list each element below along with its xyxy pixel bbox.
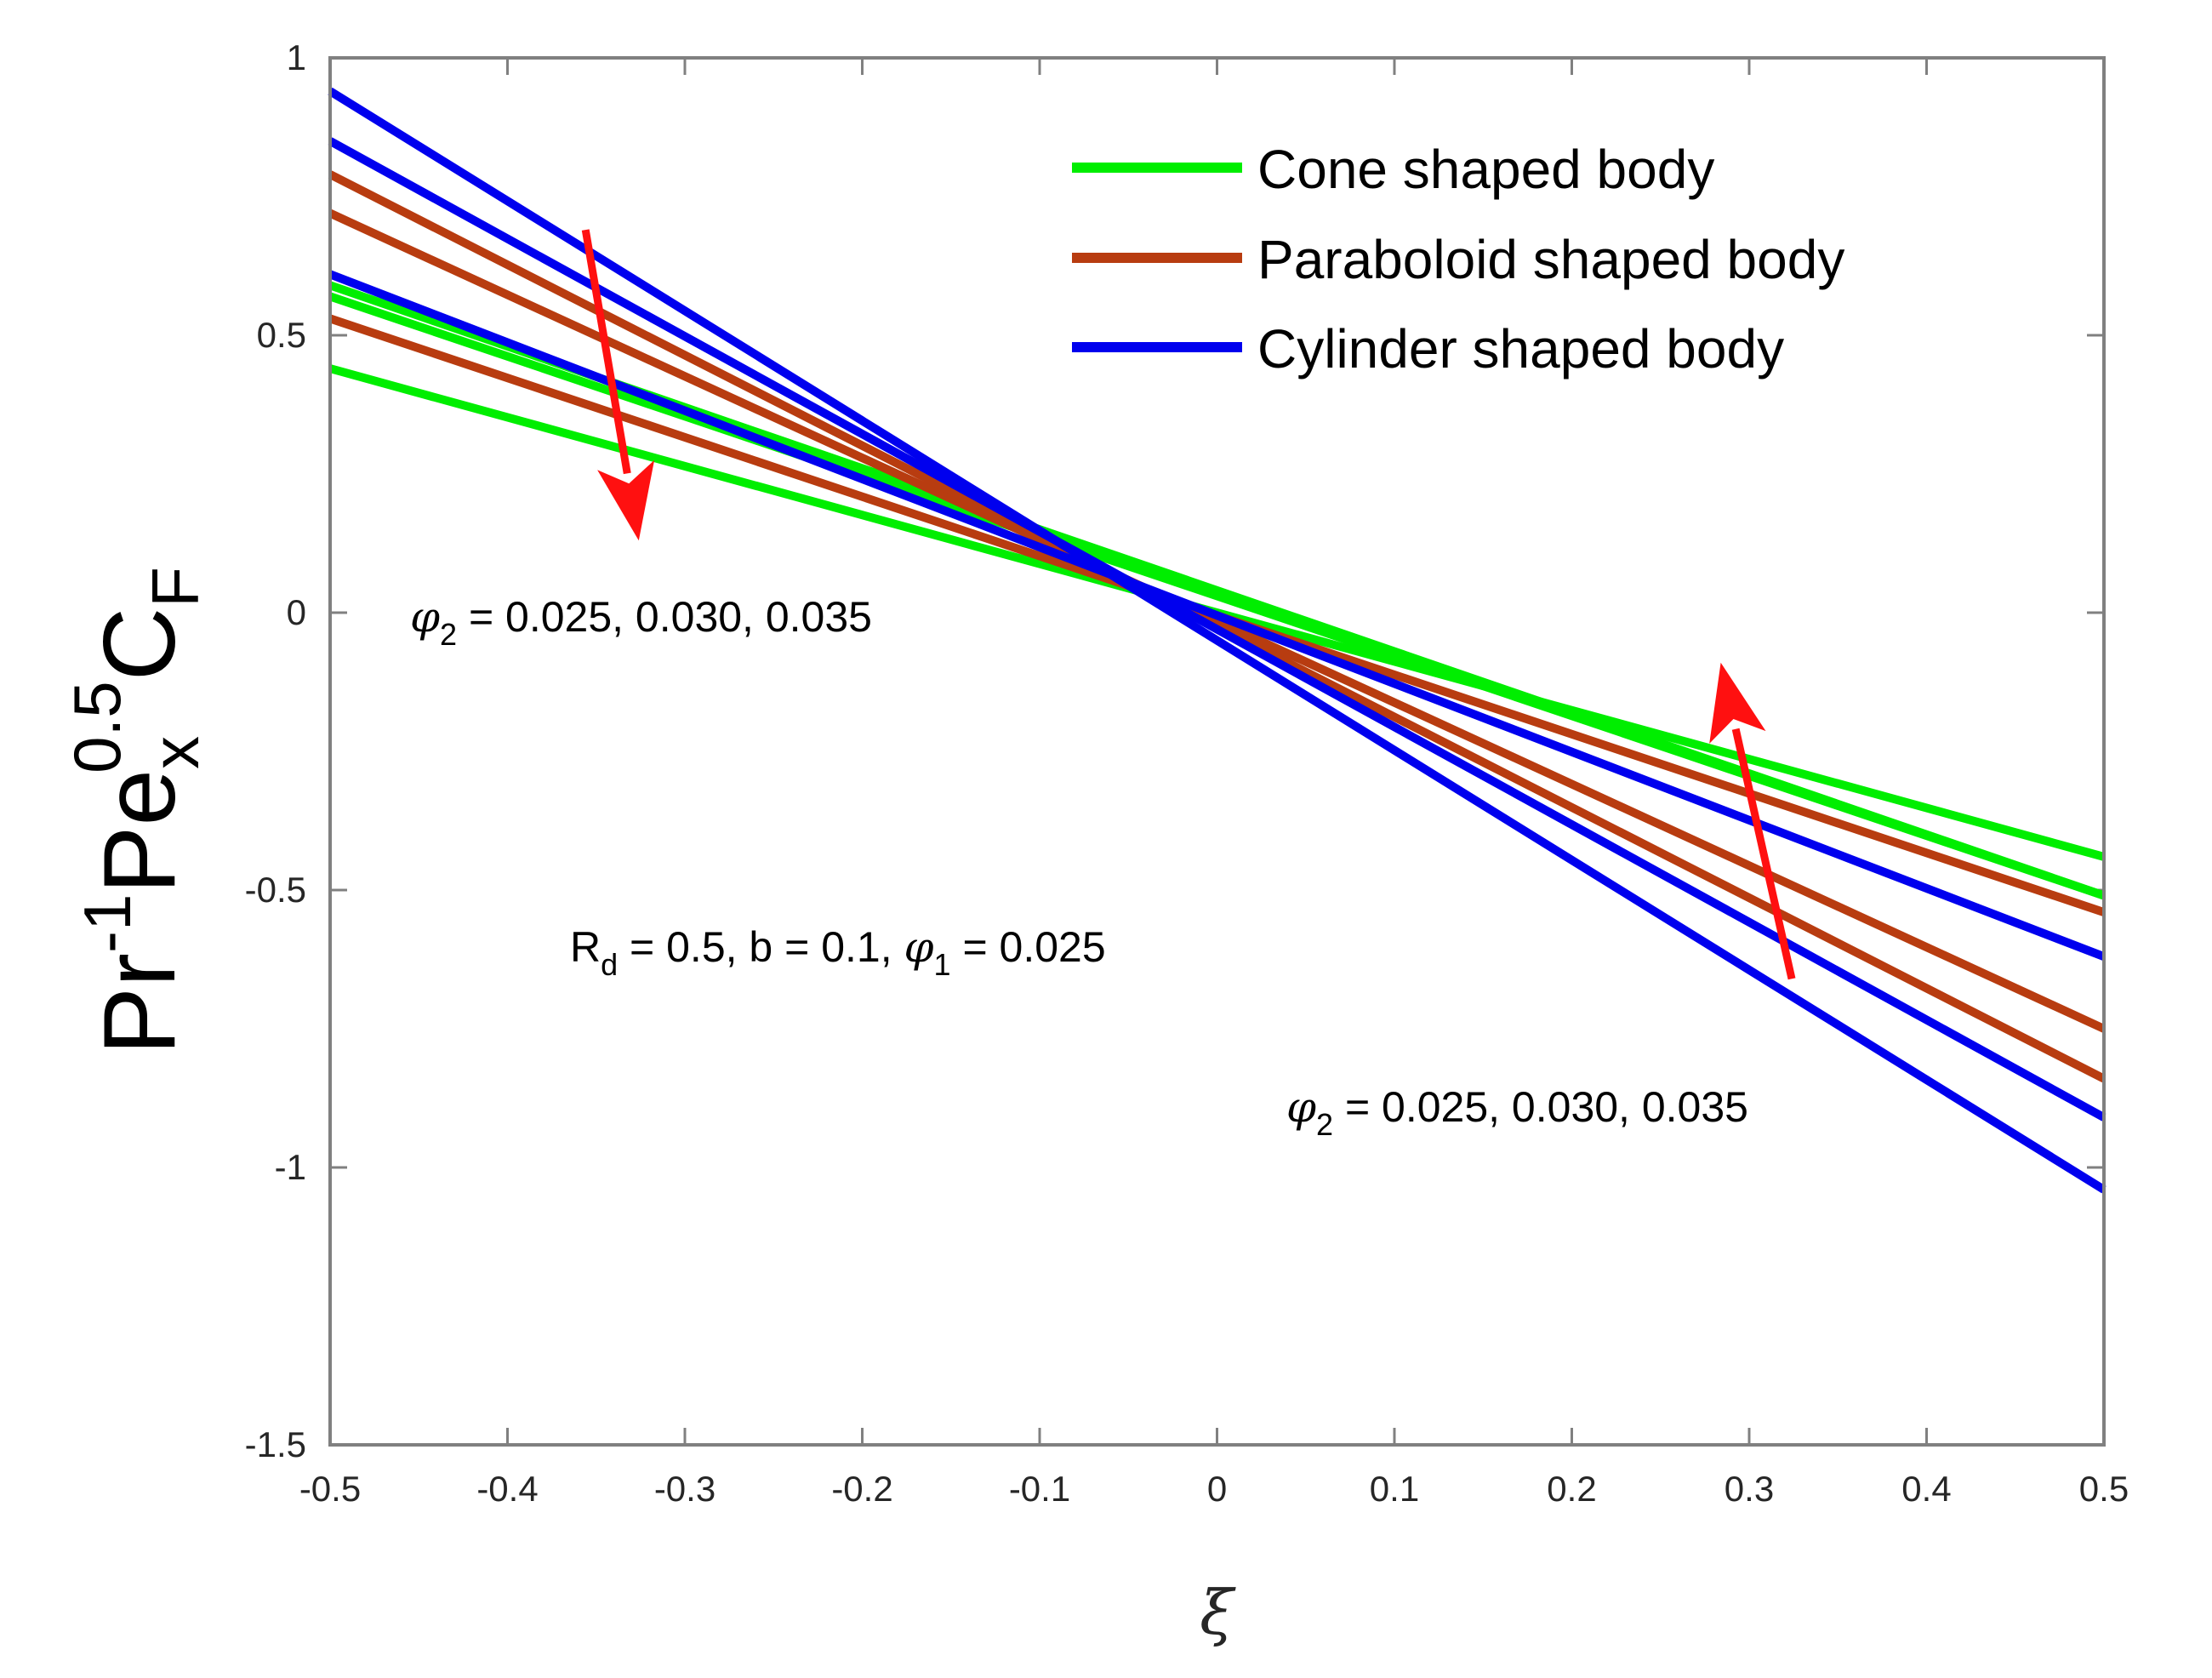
ylabel-pe: Pe [83, 769, 197, 894]
ylabel-pr: Pr [83, 953, 197, 1055]
arrow-layer [581, 229, 1796, 980]
ylabel-pe-superscript: 0.5 [60, 681, 134, 773]
plot-frame [328, 56, 2106, 1447]
x-tick-label: 0.3 [1725, 1469, 1774, 1509]
y-tick-labels: -1.5 -1 -0.5 0 0.5 1 [245, 37, 306, 1464]
rd-symbol: R [570, 923, 601, 971]
x-tick-label: 0.5 [2079, 1469, 2129, 1509]
x-tick-label: 0.4 [1901, 1469, 1951, 1509]
x-tick-label: 0.2 [1547, 1469, 1596, 1509]
x-axis-label: ξ [1200, 1577, 1236, 1648]
ylabel-c-subscript: F [138, 567, 213, 608]
x-tick-label: 0 [1207, 1469, 1227, 1509]
series-line-8 [328, 137, 2107, 1122]
phi-values: = 0.025, 0.030, 0.035 [1333, 1083, 1748, 1131]
y-tick-label: -1.5 [245, 1424, 306, 1464]
rd-subscript: d [601, 947, 618, 982]
legend: Cone shaped body Paraboloid shaped body … [1072, 139, 1844, 380]
arrow-left-head [597, 459, 655, 541]
x-tick-label: -0.2 [831, 1469, 892, 1509]
phi-subscript: 2 [440, 617, 457, 652]
plot-background [330, 58, 2104, 1445]
y-axis-label: Pr-1Pex0.5CF [60, 567, 213, 1055]
series-line-7 [328, 270, 2106, 961]
x-tick-labels: -0.5 -0.4 -0.3 -0.2 -0.1 0 0.1 0.2 0.3 0.4 0.5 [299, 1469, 2129, 1509]
ylabel-pr-superscript: -1 [70, 894, 145, 953]
phi-symbol: φ [410, 592, 440, 642]
y-tick-label: -1 [275, 1147, 306, 1187]
phi-values: = 0.025, 0.030, 0.035 [457, 593, 872, 641]
param-values: = 0.5, b = 0.1, [618, 923, 904, 971]
y-tick-label: 0 [287, 592, 306, 632]
legend-label-paraboloid: Paraboloid shaped body [1257, 229, 1844, 290]
series-layer [328, 87, 2107, 1194]
legend-label-cylinder: Cylinder shaped body [1257, 318, 1784, 380]
x-tick-label: 0.1 [1370, 1469, 1419, 1509]
legend-label-cone: Cone shaped body [1257, 139, 1714, 200]
annotation-parameters: Rd = 0.5, b = 0.1, φ1 = 0.025 [570, 922, 1106, 982]
phi-subscript: 2 [1316, 1107, 1333, 1142]
x-tick-label: -0.3 [654, 1469, 715, 1509]
x-tick-label: -0.5 [299, 1469, 361, 1509]
phi-symbol: φ [1286, 1082, 1316, 1132]
ylabel-pe-subscript: x [138, 736, 213, 769]
annotation-phi2-right: φ2 = 0.025, 0.030, 0.035 [1286, 1082, 1748, 1142]
annotation-phi2-left: φ2 = 0.025, 0.030, 0.035 [410, 592, 872, 652]
ylabel-c: C [83, 608, 197, 682]
y-tick-label: -0.5 [245, 870, 306, 910]
series-line-5 [328, 209, 2107, 1033]
x-tick-label: -0.4 [476, 1469, 538, 1509]
arrow-right-shaft [1731, 728, 1796, 980]
phi1-value: = 0.025 [951, 923, 1106, 971]
y-tick-label: 0.5 [257, 315, 306, 355]
phi1-symbol: φ [904, 922, 934, 972]
x-tick-label: -0.1 [1009, 1469, 1070, 1509]
arrow-left-shaft [581, 229, 631, 475]
phi1-subscript: 1 [934, 947, 951, 982]
arrow-right-head [1709, 662, 1766, 744]
y-tick-label: 1 [287, 37, 306, 77]
series-line-9 [328, 87, 2107, 1194]
